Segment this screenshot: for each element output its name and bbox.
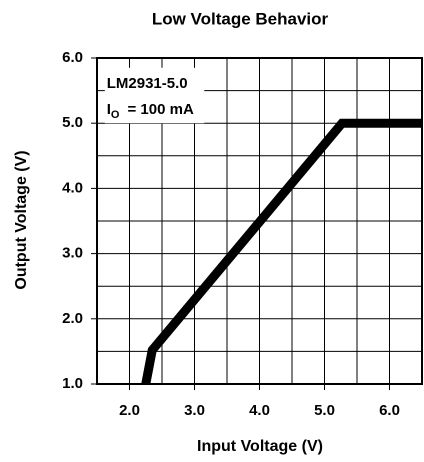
plot-frame	[96, 57, 423, 385]
y-tick-label: 2.0	[62, 310, 83, 327]
annotation-part: = 100 mA	[127, 101, 193, 118]
annotation: IO = 100 mA	[107, 101, 194, 121]
x-tick-label: 3.0	[184, 402, 205, 419]
line	[141, 118, 422, 385]
y-tick-label: 1.0	[62, 375, 83, 392]
annotation-part: O	[111, 109, 120, 121]
x-tick-label: 4.0	[249, 402, 270, 419]
x-tick-label: 6.0	[379, 402, 400, 419]
annotation-box	[104, 67, 205, 124]
y-tick-label: 5.0	[62, 114, 83, 131]
x-tick-label: 2.0	[119, 402, 140, 419]
y-tick-label: 3.0	[62, 245, 83, 262]
y-tick-label: 6.0	[62, 49, 83, 66]
chart-title: Low Voltage Behavior	[152, 9, 329, 28]
y-tick-label: 4.0	[62, 179, 83, 196]
annotation: LM2931-5.0	[107, 75, 188, 92]
annotation-part: I	[107, 101, 111, 118]
x-tick-label: 5.0	[314, 402, 335, 419]
y-axis-label: Output Voltage (V)	[13, 150, 30, 289]
x-axis-label: Input Voltage (V)	[197, 438, 323, 455]
